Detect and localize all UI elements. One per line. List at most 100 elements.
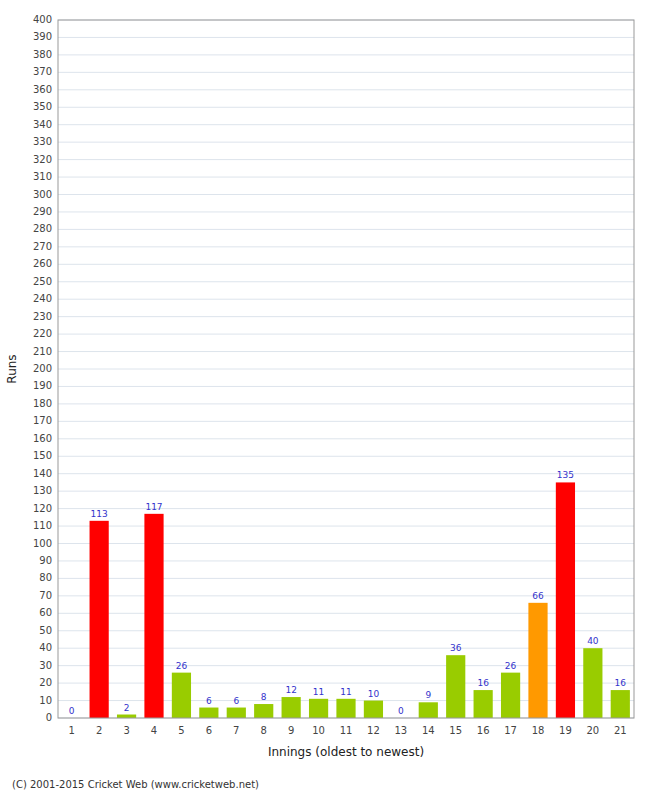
y-tick-label: 40 bbox=[39, 642, 52, 653]
footer: (C) 2001-2015 Cricket Web (www.cricketwe… bbox=[12, 779, 259, 790]
data-label: 26 bbox=[505, 661, 517, 671]
data-label: 16 bbox=[615, 678, 627, 688]
x-tick-label: 10 bbox=[312, 725, 325, 736]
x-tick-label: 8 bbox=[261, 725, 267, 736]
y-tick-labels: 0102030405060708090100110120130140150160… bbox=[33, 14, 52, 723]
y-tick-label: 210 bbox=[33, 346, 52, 357]
bar bbox=[501, 673, 520, 718]
y-tick-label: 160 bbox=[33, 433, 52, 444]
plot-frame bbox=[58, 20, 634, 718]
y-tick-label: 300 bbox=[33, 189, 52, 200]
grid-line bbox=[58, 124, 634, 125]
x-tick-label: 13 bbox=[394, 725, 407, 736]
chart-container: 0102030405060708090100110120130140150160… bbox=[0, 0, 650, 800]
data-label: 11 bbox=[313, 687, 324, 697]
data-label: 0 bbox=[398, 706, 404, 716]
grid-line bbox=[58, 334, 634, 335]
bar bbox=[90, 521, 109, 718]
y-tick-label: 320 bbox=[33, 154, 52, 165]
data-label: 12 bbox=[285, 685, 296, 695]
y-tick-label: 240 bbox=[33, 293, 52, 304]
x-tick-label: 18 bbox=[532, 725, 545, 736]
grid-line bbox=[58, 316, 634, 317]
y-tick-label: 350 bbox=[33, 101, 52, 112]
y-tick-label: 390 bbox=[33, 31, 52, 42]
grid-line bbox=[58, 403, 634, 404]
y-tick-label: 60 bbox=[39, 607, 52, 618]
y-tick-label: 20 bbox=[39, 677, 52, 688]
y-tick-label: 400 bbox=[33, 14, 52, 25]
x-tick-label: 15 bbox=[449, 725, 462, 736]
grid-line bbox=[58, 438, 634, 439]
data-label: 16 bbox=[477, 678, 489, 688]
bar bbox=[556, 482, 575, 718]
y-tick-label: 250 bbox=[33, 276, 52, 287]
bar bbox=[254, 704, 273, 718]
data-label: 10 bbox=[368, 689, 380, 699]
x-tick-label: 1 bbox=[69, 725, 75, 736]
grid-line bbox=[58, 159, 634, 160]
y-tick-label: 260 bbox=[33, 258, 52, 269]
grid-line bbox=[58, 508, 634, 509]
x-tick-label: 17 bbox=[504, 725, 517, 736]
y-tick-label: 200 bbox=[33, 363, 52, 374]
grid-line bbox=[58, 351, 634, 352]
x-tick-label: 5 bbox=[178, 725, 184, 736]
y-tick-label: 180 bbox=[33, 398, 52, 409]
x-tick-label: 3 bbox=[123, 725, 129, 736]
bar bbox=[364, 701, 383, 718]
bars bbox=[90, 482, 630, 718]
grid-line bbox=[58, 473, 634, 474]
x-tick-label: 21 bbox=[614, 725, 627, 736]
grid-line bbox=[58, 264, 634, 265]
data-label: 135 bbox=[557, 470, 574, 480]
bar bbox=[419, 702, 438, 718]
data-label: 8 bbox=[261, 692, 267, 702]
bar bbox=[611, 690, 630, 718]
y-tick-label: 190 bbox=[33, 380, 52, 391]
data-label: 40 bbox=[587, 636, 599, 646]
grid-line bbox=[58, 107, 634, 108]
y-tick-label: 220 bbox=[33, 328, 52, 339]
y-tick-label: 290 bbox=[33, 206, 52, 217]
data-label: 66 bbox=[532, 591, 544, 601]
x-tick-label: 4 bbox=[151, 725, 157, 736]
y-tick-label: 70 bbox=[39, 590, 52, 601]
bar bbox=[528, 603, 547, 718]
y-tick-label: 30 bbox=[39, 660, 52, 671]
y-tick-label: 90 bbox=[39, 555, 52, 566]
bar bbox=[583, 648, 602, 718]
y-tick-label: 110 bbox=[33, 520, 52, 531]
y-tick-label: 80 bbox=[39, 572, 52, 583]
grid-line bbox=[58, 177, 634, 178]
data-label: 2 bbox=[124, 703, 130, 713]
bar bbox=[227, 708, 246, 718]
y-tick-label: 270 bbox=[33, 241, 52, 252]
chart: 0102030405060708090100110120130140150160… bbox=[0, 0, 650, 800]
x-tick-label: 11 bbox=[340, 725, 353, 736]
x-tick-label: 16 bbox=[477, 725, 490, 736]
x-tick-label: 7 bbox=[233, 725, 239, 736]
bar bbox=[172, 673, 191, 718]
data-label: 0 bbox=[69, 706, 75, 716]
bar bbox=[144, 514, 163, 718]
data-label: 9 bbox=[425, 690, 431, 700]
grid-line bbox=[58, 54, 634, 55]
grid-line bbox=[58, 281, 634, 282]
data-label: 36 bbox=[450, 643, 462, 653]
bar bbox=[336, 699, 355, 718]
grid-line bbox=[58, 369, 634, 370]
y-tick-label: 170 bbox=[33, 415, 52, 426]
grid-line bbox=[58, 229, 634, 230]
data-label: 6 bbox=[233, 696, 239, 706]
grid-line bbox=[58, 211, 634, 212]
x-tick-label: 14 bbox=[422, 725, 435, 736]
x-tick-labels: 123456789101112131415161718192021 bbox=[69, 725, 627, 736]
y-tick-label: 10 bbox=[39, 695, 52, 706]
grid-line bbox=[58, 194, 634, 195]
x-tick-label: 20 bbox=[586, 725, 599, 736]
x-tick-label: 9 bbox=[288, 725, 294, 736]
x-axis-label: Innings (oldest to newest) bbox=[268, 745, 424, 759]
y-tick-label: 140 bbox=[33, 468, 52, 479]
grid-line bbox=[58, 456, 634, 457]
